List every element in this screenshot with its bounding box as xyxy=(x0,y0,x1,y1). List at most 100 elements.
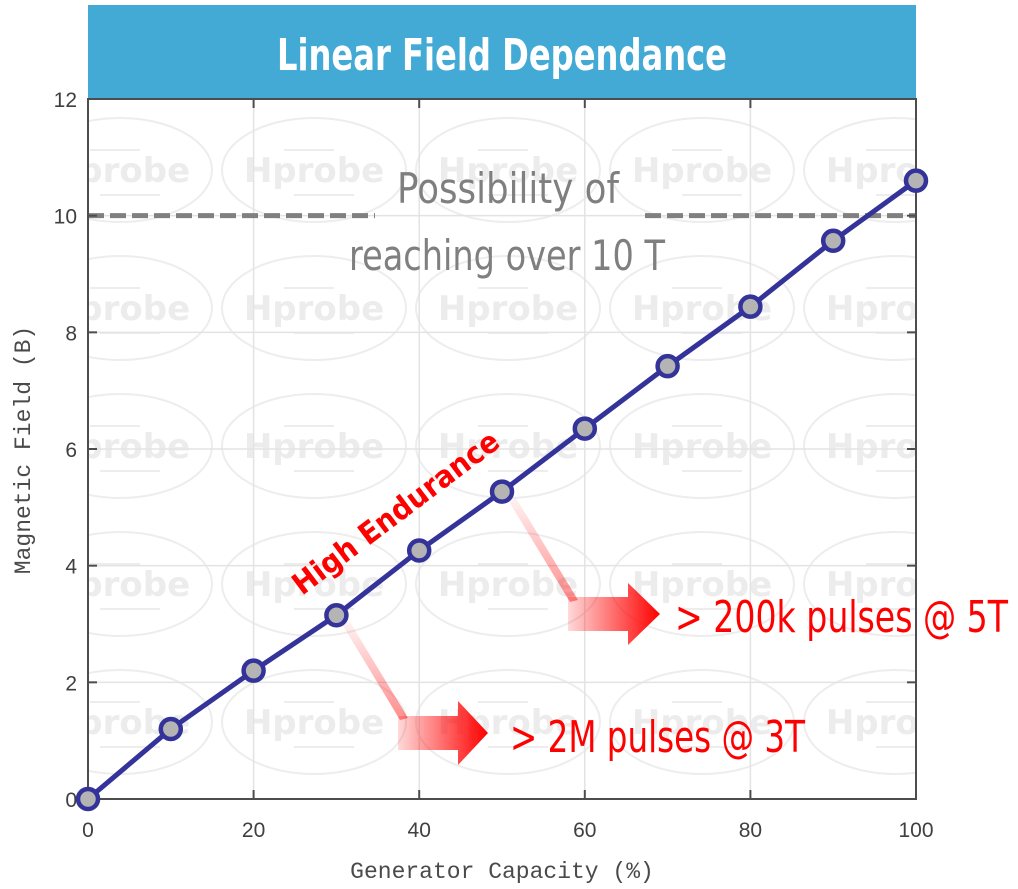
data-point xyxy=(489,479,515,504)
watermark-text: Hprobe xyxy=(438,151,578,191)
data-point xyxy=(820,228,846,253)
y-tick-label: 6 xyxy=(65,439,77,462)
watermark-ellipse xyxy=(803,669,916,775)
watermark-tile: Hprobe xyxy=(221,669,407,775)
watermark-tile: Hprobe xyxy=(415,255,601,361)
watermark-text: Hprobe xyxy=(826,841,966,881)
watermark-text: Hprobe xyxy=(50,841,190,881)
watermark-text: Hprobe xyxy=(244,427,384,467)
axes-frame xyxy=(87,98,917,800)
watermark-tile: Hprobe xyxy=(50,117,213,223)
watermark-ellipse xyxy=(609,117,795,223)
watermark-text: Hprobe xyxy=(632,427,772,467)
watermark-ellipse xyxy=(221,255,407,361)
watermark-text: Hprobe xyxy=(50,427,190,467)
y-tick-label: 10 xyxy=(54,206,77,229)
watermark-ellipse xyxy=(803,255,916,361)
watermark-ellipse xyxy=(88,393,213,499)
y-tick-label: 2 xyxy=(65,672,77,695)
data-point xyxy=(241,658,266,683)
watermark-tile: Hprobe xyxy=(50,255,213,361)
watermark-tile: Hprobe xyxy=(415,393,601,499)
watermark-text: Hprobe xyxy=(632,703,772,743)
watermark-text: Hprobe xyxy=(438,427,578,467)
watermark-ellipse xyxy=(609,669,795,775)
watermark-ellipse xyxy=(28,808,212,889)
watermark-ellipse xyxy=(609,255,795,361)
x-tick-label: 20 xyxy=(242,819,265,842)
watermark-tile: Hprobe xyxy=(803,393,966,499)
watermark-tile: Hprobe xyxy=(50,393,213,499)
watermark-tile: Hprobe xyxy=(609,393,795,499)
watermark-text: Hprobe xyxy=(244,151,384,191)
arrow-200k-callout xyxy=(508,498,660,645)
watermark-ellipse xyxy=(88,255,213,361)
watermark-ellipse xyxy=(221,117,407,223)
watermark-text: Hprobe xyxy=(50,565,190,605)
watermark-tile: Hprobe xyxy=(609,117,795,223)
data-point xyxy=(75,786,101,812)
x-tick-label: 100 xyxy=(898,819,933,842)
watermark-text: Hprobe xyxy=(826,565,966,605)
data-point xyxy=(406,538,432,563)
data-point xyxy=(572,416,598,441)
watermark-text: Hprobe xyxy=(50,151,190,191)
watermark-tile: Hprobe xyxy=(415,117,601,223)
watermark-tile: Hprobe xyxy=(50,531,213,637)
watermark-layer: Hprobe Hprobe Hprobe Hprobe Hprobe Hprobe Hpro… xyxy=(28,117,988,889)
arrow-200k-head xyxy=(568,583,660,645)
data-point xyxy=(738,294,763,319)
y-axis-label: Magnetic Field (B) xyxy=(11,326,37,574)
watermark-text: Hprobe xyxy=(50,289,190,329)
watermark-text: Hprobe xyxy=(826,703,966,743)
arrow-2m-head xyxy=(398,701,488,765)
watermark-ellipse xyxy=(221,393,407,499)
watermark-text: Hprobe xyxy=(826,427,966,467)
watermark-ellipse xyxy=(804,808,988,889)
annotation-possibility-line2: reaching over 10 T xyxy=(349,231,665,280)
watermark-tile: Hprobe xyxy=(803,117,966,223)
watermark-text: Hprobe xyxy=(632,565,772,605)
series-magnetic-field xyxy=(75,168,929,812)
y-tick-label: 0 xyxy=(65,789,77,812)
watermark-ellipse xyxy=(415,255,601,361)
watermark-ellipse xyxy=(415,117,601,223)
watermark-text: Hprobe xyxy=(826,289,966,329)
watermark-tile: Hprobe xyxy=(609,669,795,775)
watermark-tile: Hprobe xyxy=(221,117,407,223)
data-point xyxy=(324,603,349,628)
x-tick-label: 60 xyxy=(573,819,596,842)
watermark-ellipse xyxy=(803,531,916,637)
watermark-text: Hprobe xyxy=(826,151,966,191)
chart-title: Linear Field Dependance xyxy=(277,30,727,81)
arrow-2m-tail xyxy=(342,622,408,720)
watermark-tile: Hprobe xyxy=(803,531,966,637)
watermark-text: Hprobe xyxy=(632,151,772,191)
y-tick-labels: 0 2 4 6 8 10 12 xyxy=(54,89,78,812)
watermark-ellipse xyxy=(415,531,601,637)
arrow-200k-tail xyxy=(508,498,578,602)
annotation-2m-pulses: > 2M pulses @ 3T xyxy=(510,712,805,763)
watermark-ellipse xyxy=(803,117,916,223)
watermark-ellipse xyxy=(609,393,795,499)
annotation-200k-pulses: > 200k pulses @ 5T xyxy=(675,592,1008,643)
y-tick-label: 4 xyxy=(65,556,77,579)
watermark-tile: Hprobe xyxy=(803,669,966,775)
y-tick-label: 8 xyxy=(65,322,77,345)
arrow-2m-callout xyxy=(342,622,488,765)
x-tick-label: 0 xyxy=(82,819,94,842)
watermark-ellipse xyxy=(88,531,213,637)
watermark-tile: Hprobe xyxy=(803,255,966,361)
data-point xyxy=(158,716,184,742)
watermark-tile: Hprobe xyxy=(609,531,795,637)
annotation-possibility-line1: Possibility of xyxy=(397,164,620,213)
data-point xyxy=(655,353,680,379)
x-tick-label: 40 xyxy=(408,819,431,842)
watermark-tile: Hprobe xyxy=(221,255,407,361)
watermark-tile: Hprobe xyxy=(221,393,407,499)
watermark-tile: Hprobe xyxy=(804,808,988,889)
y-tick-label: 12 xyxy=(54,89,77,112)
x-axis-label: Generator Capacity (%) xyxy=(350,859,654,885)
watermark-ellipse xyxy=(803,393,916,499)
